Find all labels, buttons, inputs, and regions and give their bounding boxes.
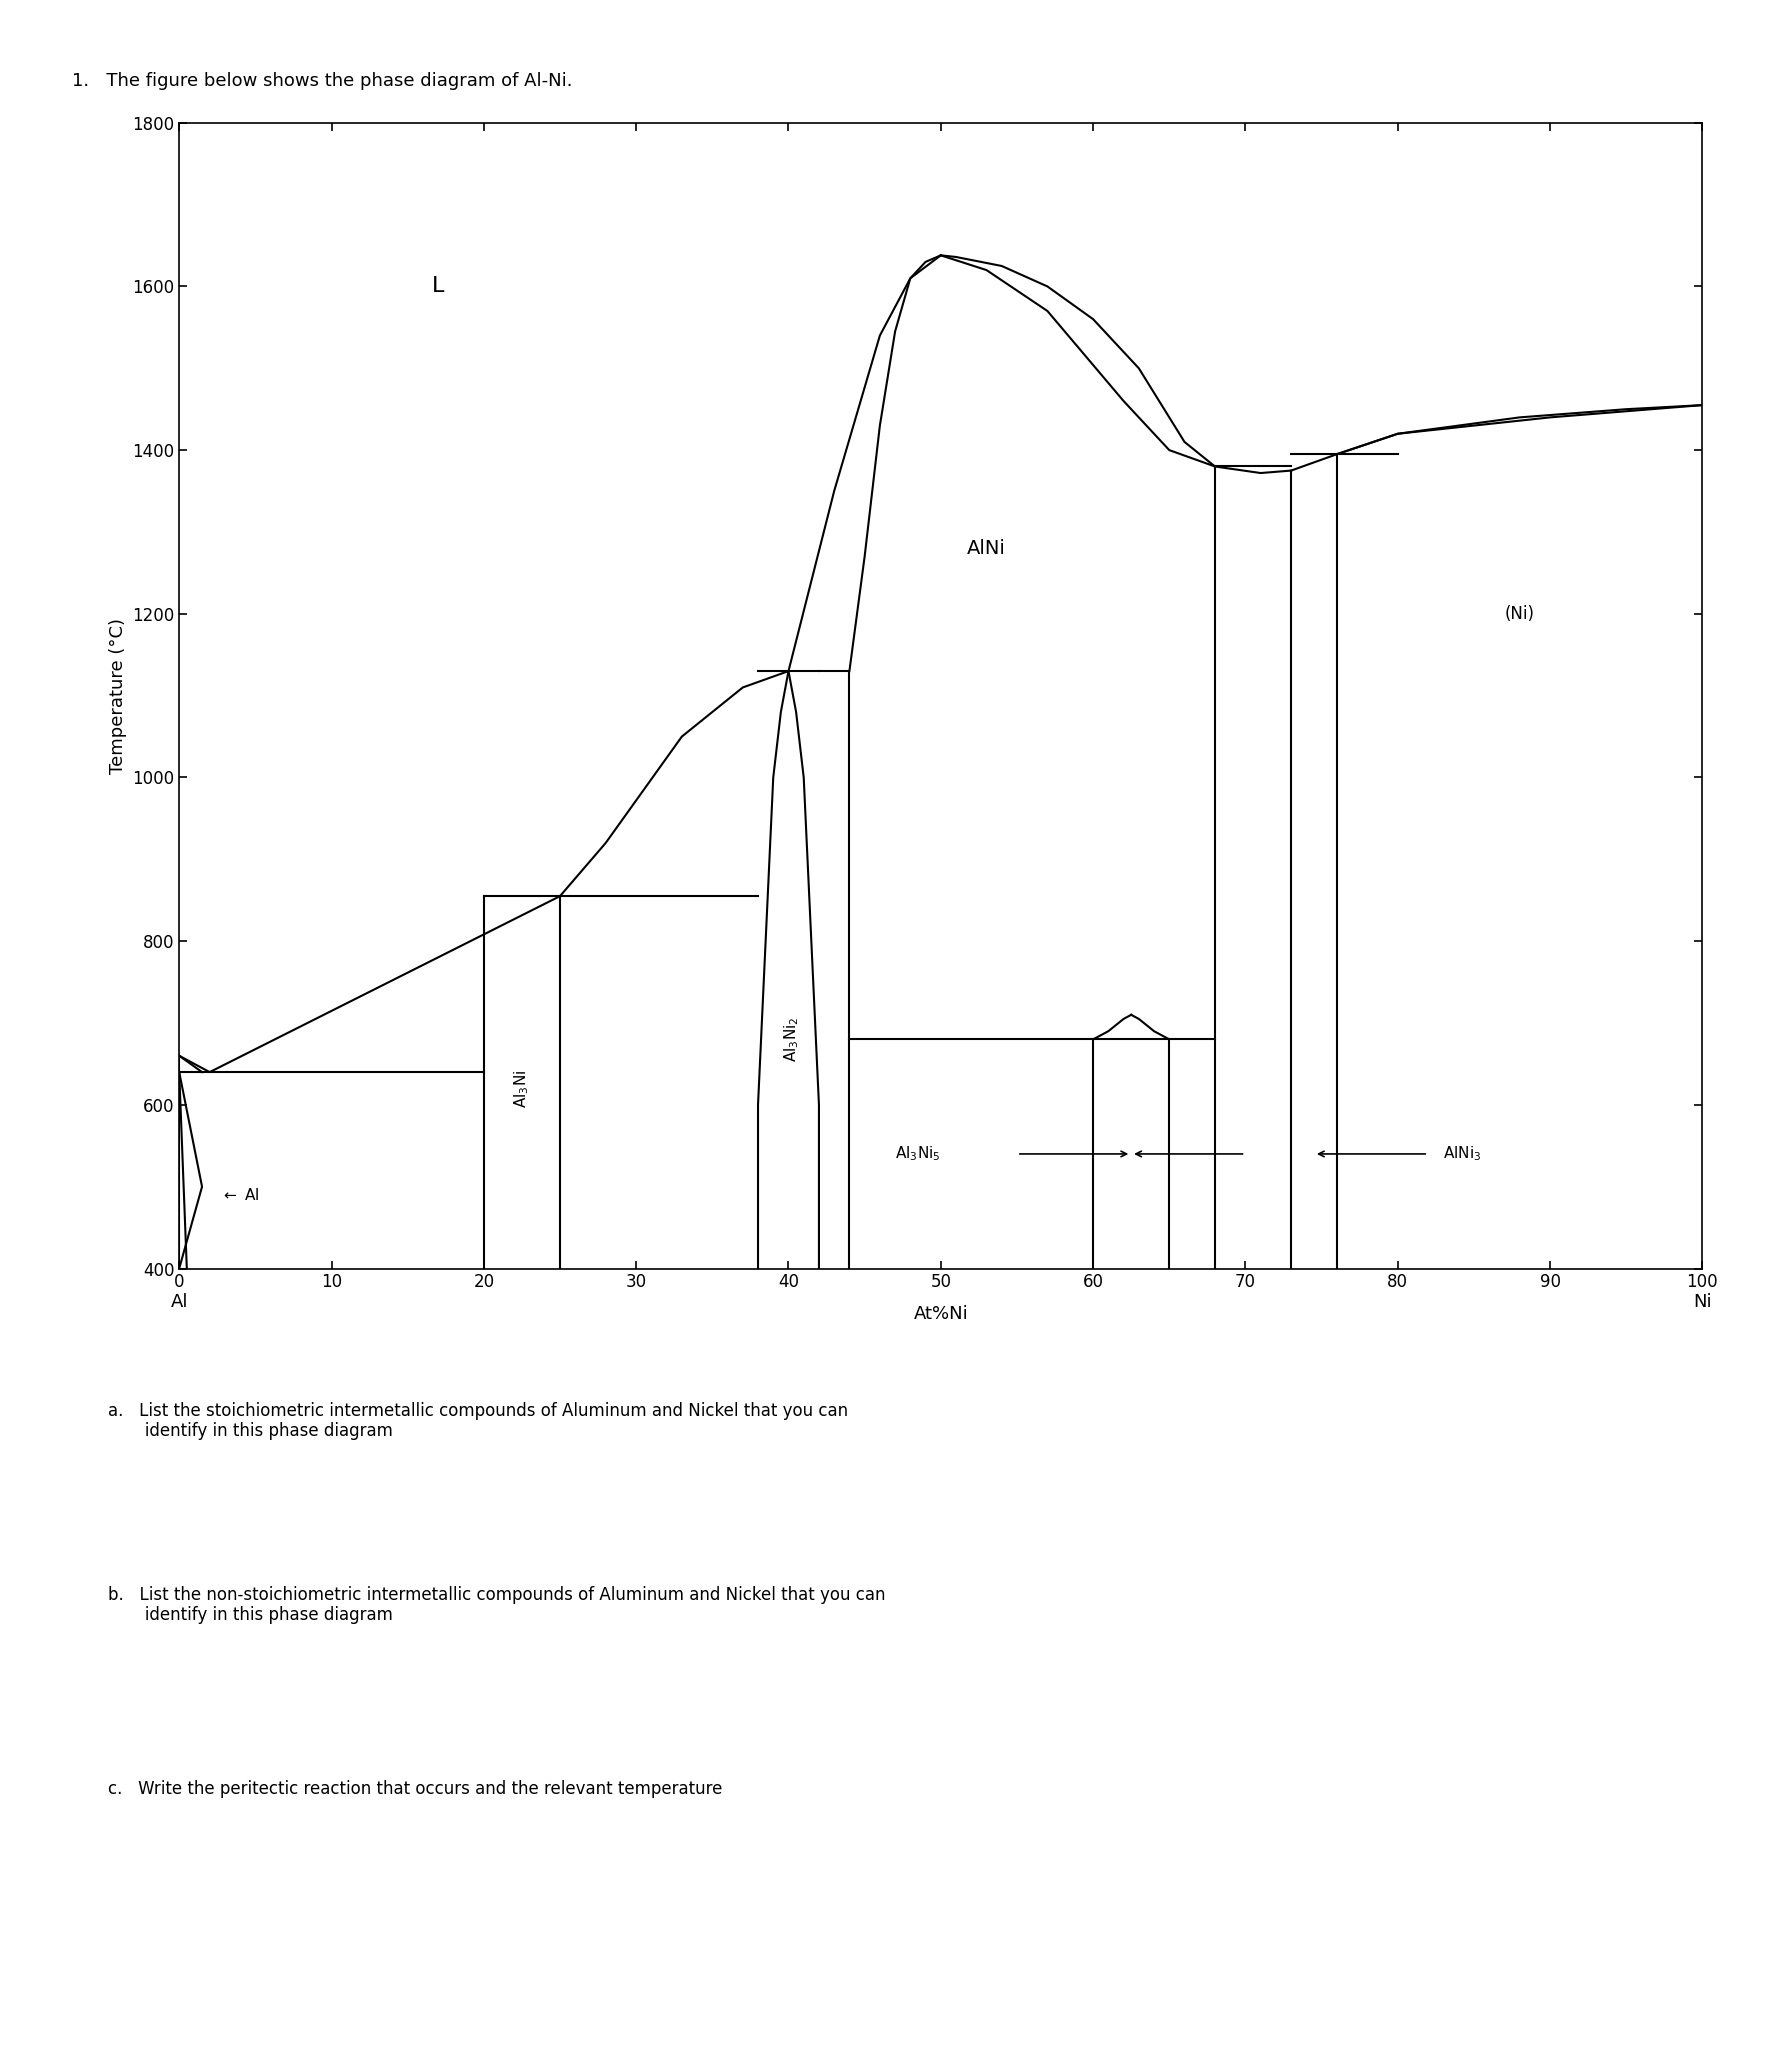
Text: At%Ni: At%Ni [914,1305,968,1324]
Text: c.   Write the peritectic reaction that occurs and the relevant temperature: c. Write the peritectic reaction that oc… [108,1780,722,1798]
Text: a.   List the stoichiometric intermetallic compounds of Aluminum and Nickel that: a. List the stoichiometric intermetallic… [108,1402,848,1440]
Text: AlNi: AlNi [968,538,1005,559]
Text: Al$_3$Ni$_5$: Al$_3$Ni$_5$ [896,1144,941,1164]
Text: 1.   The figure below shows the phase diagram of Al-Ni.: 1. The figure below shows the phase diag… [72,72,572,90]
Text: L: L [432,276,444,297]
Text: Ni: Ni [1693,1293,1711,1311]
Text: Al: Al [170,1293,188,1311]
Y-axis label: Temperature (°C): Temperature (°C) [109,618,127,773]
Text: AlNi$_3$: AlNi$_3$ [1444,1144,1482,1164]
Text: (Ni): (Ni) [1505,606,1534,622]
Text: b.   List the non-stoichiometric intermetallic compounds of Aluminum and Nickel : b. List the non-stoichiometric intermeta… [108,1586,885,1625]
Text: Al$_3$Ni$_2$: Al$_3$Ni$_2$ [781,1017,801,1062]
Text: $\leftarrow$ Al: $\leftarrow$ Al [220,1187,260,1203]
Text: Al$_3$Ni: Al$_3$Ni [513,1070,530,1107]
